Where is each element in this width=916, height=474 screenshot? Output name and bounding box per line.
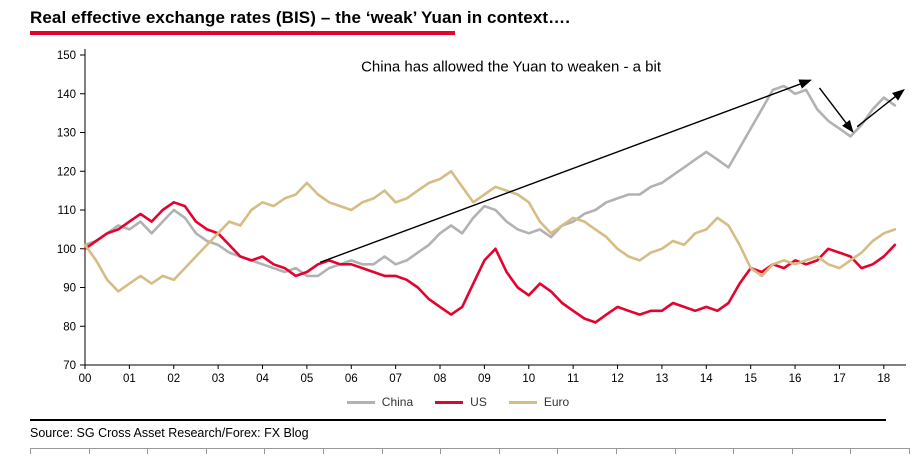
x-tick-label: 03 (212, 373, 225, 385)
x-tick-label: 14 (700, 373, 713, 385)
x-tick-label: 12 (611, 373, 624, 385)
exchange-rate-chart: 70 80 90 100 110 120 130 140 150 00 01 02 03 04 05 06 07… (57, 49, 906, 385)
legend-item-euro: Euro (508, 395, 570, 409)
series-line-china (83, 84, 897, 278)
table-cell (30, 449, 90, 454)
annotation-arrow (856, 89, 905, 128)
table-cell (558, 449, 617, 454)
y-tick-label: 90 (63, 283, 76, 295)
chart-footer: Source: SG Cross Asset Research/Forex: F… (30, 419, 886, 440)
y-tick-label: 140 (57, 89, 76, 101)
y-tick-label: 80 (63, 321, 76, 333)
table-cell (500, 449, 559, 454)
x-tick-label: 13 (656, 373, 669, 385)
table-cell (148, 449, 207, 454)
x-tick-label: 10 (522, 373, 535, 385)
x-tick-label: 09 (478, 373, 491, 385)
y-tick-label: 120 (57, 166, 76, 178)
legend-label-euro: Euro (543, 395, 570, 409)
table-cell (441, 449, 500, 454)
y-tick-label: 110 (58, 205, 76, 217)
x-tick-label: 00 (79, 373, 92, 385)
x-tick-label: 17 (833, 373, 846, 385)
x-tick-label: 08 (434, 373, 447, 385)
table-cell (207, 449, 266, 454)
chart-legend: China US Euro (0, 395, 916, 409)
legend-item-us: US (435, 395, 487, 409)
y-tick-label: 70 (63, 360, 76, 372)
table-cell (734, 449, 793, 454)
us-line-marker (435, 400, 464, 404)
x-tick-label: 06 (345, 373, 358, 385)
table-cell (383, 449, 442, 454)
page: Real effective exchange rates (BIS) – th… (0, 0, 916, 454)
legend-label-china: China (381, 395, 414, 409)
x-tick-label: 05 (300, 373, 313, 385)
x-tick-label: 15 (744, 373, 757, 385)
series-line-us (83, 201, 897, 324)
table-cell (324, 449, 383, 454)
y-tick-label: 130 (57, 128, 76, 140)
table-cell (851, 449, 910, 454)
x-tick-label: 07 (389, 373, 402, 385)
x-tick-label: 04 (256, 373, 269, 385)
table-cell (90, 449, 149, 454)
x-tick-label: 11 (567, 373, 579, 385)
x-tick-label: 16 (789, 373, 802, 385)
x-tick-label: 18 (877, 373, 890, 385)
chart-header: Real effective exchange rates (BIS) – th… (0, 0, 916, 35)
table-cell (676, 449, 735, 454)
series-line-euro (83, 170, 897, 293)
y-tick-label: 100 (57, 244, 76, 256)
cropped-table-row (30, 448, 910, 454)
page-title: Real effective exchange rates (BIS) – th… (30, 8, 571, 27)
chart-annotation: China has allowed the Yuan to weaken - a… (361, 58, 662, 75)
x-tick-label: 02 (167, 373, 180, 385)
table-cell (793, 449, 852, 454)
legend-item-china: China (346, 395, 414, 409)
source-text: Source: SG Cross Asset Research/Forex: F… (30, 426, 309, 440)
china-line-marker (346, 400, 375, 404)
y-tick-label: 150 (57, 50, 76, 62)
legend-label-us: US (470, 395, 487, 409)
table-cell (617, 449, 676, 454)
euro-line-marker (508, 400, 537, 404)
annotation-arrow (818, 87, 854, 133)
x-tick-label: 01 (123, 373, 136, 385)
title-underline (30, 31, 455, 35)
annotation-arrow (319, 79, 812, 263)
table-cell (265, 449, 324, 454)
